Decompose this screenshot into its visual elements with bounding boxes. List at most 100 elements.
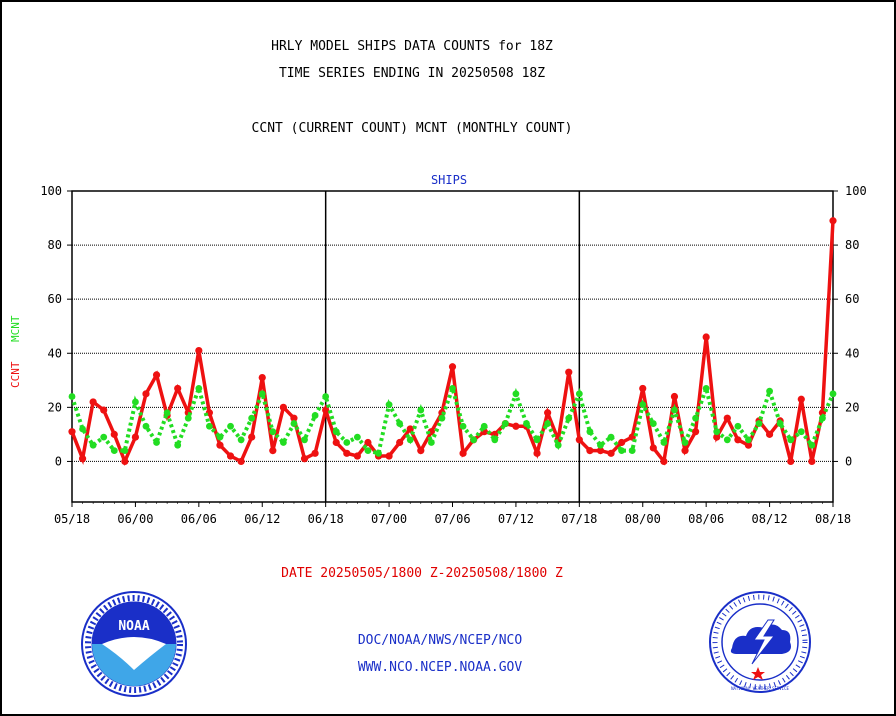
point-mcnt	[491, 436, 499, 444]
point-ccnt	[734, 436, 742, 444]
point-mcnt	[206, 422, 213, 430]
point-mcnt	[723, 436, 731, 444]
noaa-logo-icon[interactable]: NOAA	[80, 590, 188, 698]
point-mcnt	[829, 390, 837, 398]
ytick-label-right: 40	[845, 346, 859, 360]
point-ccnt	[713, 433, 721, 441]
point-mcnt	[597, 441, 604, 449]
series-line-mcnt	[70, 381, 835, 456]
date-range-label: DATE 20250505/1800 Z-20250508/1800 Z	[281, 566, 563, 581]
point-ccnt	[152, 371, 161, 379]
point-mcnt	[427, 439, 435, 446]
point-ccnt	[565, 368, 573, 376]
point-mcnt	[480, 422, 488, 430]
point-ccnt	[290, 414, 298, 422]
point-mcnt	[692, 414, 699, 422]
point-mcnt	[406, 436, 414, 444]
ytick-label-right: 0	[845, 454, 852, 468]
url-link[interactable]: WWW.NCO.NCEP.NOAA.GOV	[357, 660, 523, 675]
point-ccnt	[332, 438, 340, 447]
point-ccnt	[744, 441, 753, 449]
point-mcnt	[322, 393, 330, 400]
point-ccnt	[660, 457, 668, 466]
point-ccnt	[459, 449, 467, 457]
point-mcnt	[607, 433, 615, 441]
point-ccnt	[237, 457, 245, 466]
point-mcnt	[227, 422, 234, 430]
point-ccnt	[639, 384, 647, 393]
point-mcnt	[258, 390, 266, 398]
point-ccnt	[68, 428, 76, 436]
point-ccnt	[353, 452, 361, 460]
panel-title: SHIPS	[431, 173, 467, 187]
point-mcnt	[343, 439, 351, 446]
xtick-label: 07/06	[434, 512, 470, 526]
org-link[interactable]: DOC/NOAA/NWS/NCEP/NCO	[357, 633, 523, 648]
plot-area	[71, 190, 834, 503]
xtick-label: 05/18	[54, 512, 90, 526]
ylabel-ccnt: CCNT	[9, 361, 22, 388]
ytick-label-left: 100	[40, 184, 62, 198]
xtick-label: 07/00	[371, 512, 407, 526]
point-ccnt	[100, 406, 108, 414]
xtick-label: 08/06	[688, 512, 724, 526]
xtick-label: 06/06	[181, 512, 217, 526]
point-ccnt	[723, 414, 731, 422]
point-ccnt	[343, 449, 351, 457]
point-mcnt	[459, 422, 467, 430]
point-mcnt	[89, 441, 97, 449]
point-mcnt	[269, 428, 277, 436]
point-mcnt	[628, 447, 636, 455]
point-ccnt	[78, 455, 87, 463]
point-mcnt	[248, 414, 256, 422]
point-ccnt	[396, 438, 404, 447]
ytick-label-right: 60	[845, 292, 859, 306]
ytick-label-left: 40	[48, 346, 62, 360]
point-mcnt	[501, 420, 509, 427]
point-ccnt	[670, 392, 679, 401]
point-mcnt	[195, 385, 203, 392]
point-mcnt	[808, 441, 816, 449]
point-mcnt	[132, 398, 139, 406]
point-mcnt	[639, 401, 647, 409]
point-ccnt	[596, 447, 605, 455]
point-ccnt	[544, 409, 552, 417]
point-ccnt	[174, 384, 182, 393]
point-ccnt	[322, 406, 330, 414]
xtick-label: 06/12	[244, 512, 280, 526]
point-ccnt	[258, 374, 266, 382]
point-ccnt	[406, 425, 414, 433]
point-mcnt	[311, 412, 319, 419]
point-ccnt	[110, 430, 118, 438]
point-mcnt	[702, 385, 710, 392]
point-mcnt	[681, 439, 689, 446]
xtick-label: 07/12	[498, 512, 534, 526]
point-mcnt	[734, 422, 742, 430]
point-ccnt	[195, 346, 203, 355]
point-ccnt	[226, 452, 235, 460]
point-ccnt	[787, 457, 795, 466]
point-mcnt	[417, 406, 425, 414]
point-mcnt	[797, 428, 805, 436]
point-mcnt	[819, 414, 826, 422]
point-mcnt	[512, 390, 520, 398]
point-ccnt	[311, 449, 319, 457]
ytick-label-left: 0	[55, 454, 62, 468]
point-mcnt	[554, 441, 562, 449]
xtick-label: 08/00	[625, 512, 661, 526]
point-ccnt	[131, 433, 140, 441]
ylabel-mcnt: MCNT	[9, 315, 22, 342]
point-mcnt	[364, 447, 372, 455]
ytick-label-left: 80	[48, 238, 62, 252]
point-mcnt	[523, 420, 530, 427]
point-mcnt	[100, 433, 108, 441]
ytick-label-right: 20	[845, 400, 859, 414]
point-ccnt	[512, 422, 520, 430]
point-ccnt	[808, 457, 816, 466]
xtick-label: 08/12	[752, 512, 788, 526]
point-ccnt	[364, 438, 372, 447]
point-mcnt	[660, 439, 668, 446]
xtick-label: 06/18	[308, 512, 344, 526]
nws-logo-icon[interactable]: NATIONAL WEATHER SERVICE	[708, 590, 812, 694]
